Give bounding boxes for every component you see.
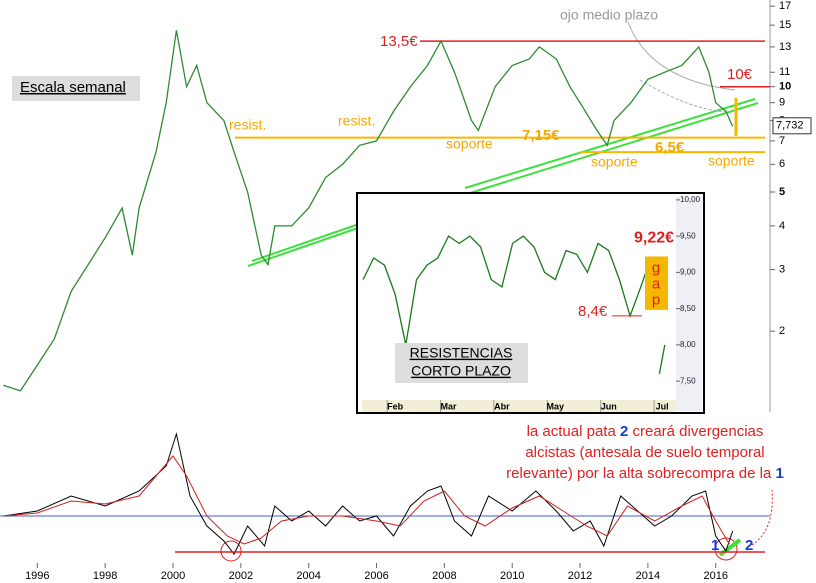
inset-y-tick-label: 7,50 bbox=[680, 376, 696, 385]
annotation: soporte bbox=[591, 154, 638, 170]
inset-x-band bbox=[362, 400, 676, 412]
x-tick-label: 2008 bbox=[432, 570, 456, 582]
inset-title-box bbox=[395, 343, 528, 383]
pointer-curve bbox=[639, 79, 729, 113]
last-price-label: 7,732 bbox=[776, 120, 804, 132]
inset-x-tick-label: May bbox=[547, 401, 565, 411]
x-tick-label: 2012 bbox=[568, 570, 592, 582]
x-tick-label: 2016 bbox=[703, 570, 727, 582]
inset-y-tick-label: 9,00 bbox=[680, 268, 696, 277]
x-tick-label: 1996 bbox=[25, 570, 49, 582]
trend-line bbox=[464, 98, 756, 189]
y-tick-label: 5 bbox=[779, 186, 785, 198]
y-tick-label: 15 bbox=[779, 19, 791, 31]
note-text: la actual pata bbox=[527, 423, 620, 440]
oscillator-mark: 1 bbox=[711, 537, 719, 554]
note-text: alcistas (antesala de suelo temporal bbox=[525, 444, 764, 461]
inset-x-tick-label: Abr bbox=[494, 401, 510, 411]
x-tick-label: 2000 bbox=[161, 570, 185, 582]
pointer-curve bbox=[627, 21, 736, 91]
level-label: 10€ bbox=[727, 66, 753, 83]
note-text: 2 bbox=[620, 423, 628, 440]
annotation: soporte bbox=[708, 153, 755, 169]
gap-label: p bbox=[652, 291, 660, 308]
oscillator-mark: 2 bbox=[745, 537, 753, 554]
annotation: soporte bbox=[446, 136, 493, 152]
note-line: la actual pata 2 creará divergencias bbox=[527, 423, 764, 440]
annotation: ojo medio plazo bbox=[560, 7, 658, 23]
note-text: relevante) por la alta sobrecompra de la bbox=[506, 465, 775, 482]
note-text: 1 bbox=[775, 465, 783, 482]
gap-label: a bbox=[652, 275, 661, 292]
y-tick-label: 17 bbox=[779, 0, 791, 12]
x-tick-label: 2006 bbox=[364, 570, 388, 582]
x-tick-label: 2004 bbox=[296, 570, 320, 582]
note-arrow bbox=[751, 489, 773, 546]
inset-x-tick-label: Feb bbox=[387, 401, 404, 411]
inset-y-tick-label: 10,00 bbox=[680, 195, 701, 204]
level-label: 13,5€ bbox=[380, 33, 418, 50]
gap-label: g bbox=[652, 259, 660, 276]
inset-title: CORTO PLAZO bbox=[411, 363, 511, 379]
inset-title: RESISTENCIAS bbox=[410, 345, 513, 361]
inset-y-tick-label: 8,50 bbox=[680, 304, 696, 313]
y-tick-label: 3 bbox=[779, 263, 785, 275]
annotation: resist. bbox=[229, 117, 266, 133]
y-tick-label: 10 bbox=[779, 81, 791, 93]
note-line: alcistas (antesala de suelo temporal bbox=[525, 444, 764, 461]
x-tick-label: 1998 bbox=[93, 570, 117, 582]
note-line: relevante) por la alta sobrecompra de la… bbox=[506, 465, 784, 482]
y-tick-label: 6 bbox=[779, 158, 785, 170]
x-tick-label: 2014 bbox=[636, 570, 660, 582]
level-label: 6,5€ bbox=[655, 139, 685, 156]
y-tick-label: 2 bbox=[779, 325, 785, 337]
level-label: 7,15€ bbox=[522, 127, 560, 144]
trend-line bbox=[469, 102, 759, 194]
inset-x-tick-label: Jul bbox=[656, 401, 669, 411]
gap-box bbox=[645, 256, 668, 310]
x-tick-label: 2010 bbox=[500, 570, 524, 582]
inset-level-label: 9,22€ bbox=[634, 230, 674, 247]
y-tick-label: 9 bbox=[779, 97, 785, 109]
y-tick-label: 7 bbox=[779, 135, 785, 147]
note-text: creará divergencias bbox=[628, 423, 763, 440]
label-box bbox=[12, 76, 140, 101]
inset-y-tick-label: 8,00 bbox=[680, 340, 696, 349]
oscillator-line bbox=[3, 455, 730, 545]
inset-x-tick-label: Jun bbox=[601, 401, 617, 411]
x-tick-label: 2002 bbox=[229, 570, 253, 582]
marker-circle bbox=[220, 540, 242, 562]
inset-level-label: 8,4€ bbox=[578, 303, 608, 320]
last-price-box bbox=[772, 117, 812, 135]
price-line bbox=[3, 30, 734, 392]
annotation: resist. bbox=[338, 113, 375, 129]
inset-y-band bbox=[676, 197, 702, 411]
y-tick-label: 11 bbox=[779, 66, 790, 78]
trend-line bbox=[247, 227, 359, 267]
inset-price-line bbox=[362, 235, 666, 375]
y-tick-label: 4 bbox=[779, 220, 785, 232]
annotation: Escala semanal bbox=[20, 79, 126, 96]
inset-x-tick-label: Mar bbox=[441, 401, 458, 411]
inset-y-tick-label: 9,50 bbox=[680, 231, 696, 240]
y-tick-label: 13 bbox=[779, 41, 791, 53]
